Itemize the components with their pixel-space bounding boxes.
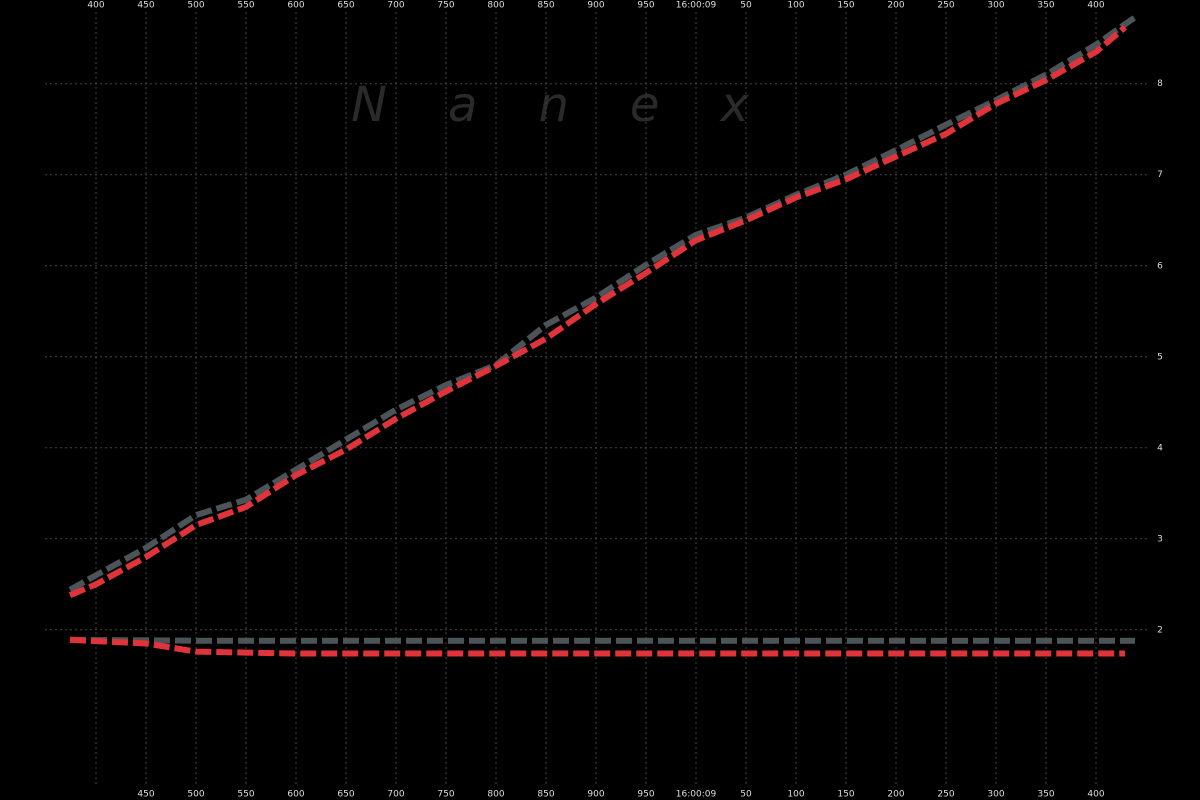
x-tick-label: 300: [987, 1, 1004, 11]
x-tick-label: 600: [287, 790, 304, 800]
x-tick-label: 50: [740, 1, 752, 11]
x-tick-label: 250: [937, 790, 954, 800]
x-tick-label: 800: [487, 790, 504, 800]
x-tick-label: 200: [887, 790, 904, 800]
x-tick-label: 400: [1087, 1, 1104, 11]
x-tick-label: 300: [987, 790, 1004, 800]
x-tick-label: 750: [437, 1, 454, 11]
x-tick-label: 550: [237, 1, 254, 11]
y-tick-label: 8: [1157, 79, 1163, 89]
x-tick-label: 550: [237, 790, 254, 800]
x-tick-label: 900: [587, 1, 604, 11]
x-tick-label: 250: [937, 1, 954, 11]
x-tick-label: 800: [487, 1, 504, 11]
x-tick-label: 350: [1037, 1, 1054, 11]
y-tick-label: 3: [1157, 534, 1163, 544]
x-tick-label: 500: [187, 790, 204, 800]
x-tick-label: 700: [387, 790, 404, 800]
x-tick-label: 16:00:09: [676, 1, 717, 11]
x-tick-label: 900: [587, 790, 604, 800]
line: [68, 25, 1127, 598]
line: [69, 636, 1135, 644]
x-tick-label: 850: [537, 790, 554, 800]
x-tick-label: 600: [287, 1, 304, 11]
x-tick-label: 400: [1087, 790, 1104, 800]
x-tick-label: 350: [1037, 790, 1054, 800]
x-tick-label: 750: [437, 790, 454, 800]
x-tick-label: 16:00:09: [676, 790, 717, 800]
x-tick-label: 200: [887, 1, 904, 11]
x-tick-label: 450: [137, 1, 154, 11]
x-tick-label: 950: [637, 790, 654, 800]
y-tick-label: 4: [1157, 443, 1163, 453]
y-tick-label: 6: [1157, 261, 1163, 271]
y-tick-label: 5: [1157, 352, 1163, 362]
x-tick-label: 500: [187, 1, 204, 11]
x-tick-label: 100: [787, 1, 804, 11]
x-tick-label: 450: [137, 790, 154, 800]
x-tick-label: 700: [387, 1, 404, 11]
x-tick-label: 50: [740, 790, 752, 800]
x-tick-label: 650: [337, 1, 354, 11]
y-tick-label: 2: [1157, 625, 1163, 635]
x-tick-label: 100: [787, 790, 804, 800]
line: [69, 636, 1125, 657]
watermark: N a n e x: [351, 77, 749, 133]
x-tick-label: 150: [837, 1, 854, 11]
line: [68, 14, 1137, 593]
x-tick-label: 150: [837, 790, 854, 800]
x-tick-label: 650: [337, 790, 354, 800]
x-tick-label: 950: [637, 1, 654, 11]
x-tick-label: 400: [87, 1, 104, 11]
x-tick-label: 850: [537, 1, 554, 11]
y-tick-label: 7: [1157, 170, 1163, 180]
